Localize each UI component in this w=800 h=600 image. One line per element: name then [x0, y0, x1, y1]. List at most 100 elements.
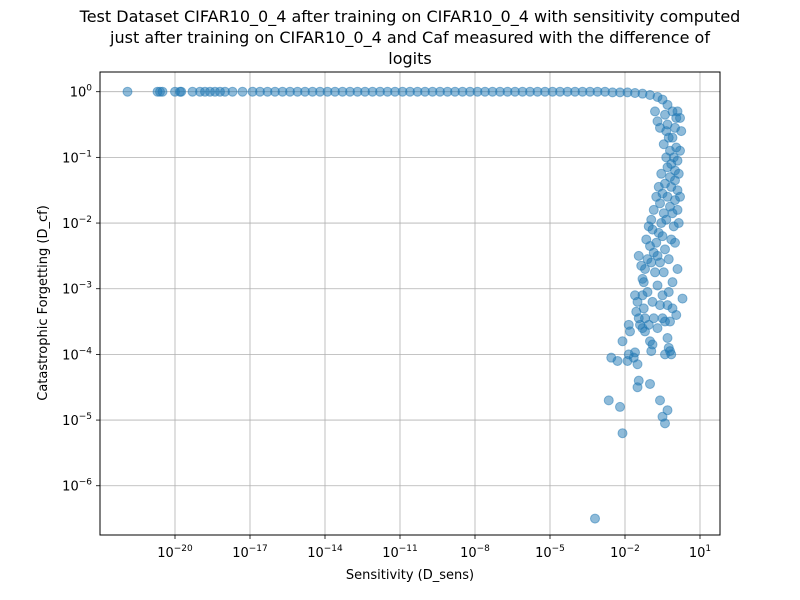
scatter-point	[651, 191, 662, 202]
scatter-point	[122, 86, 133, 97]
y-tick-exponent: −6	[79, 478, 93, 488]
scatter-point	[643, 221, 654, 232]
scatter-point	[652, 323, 663, 334]
y-tick-exponent: −2	[79, 215, 92, 225]
x-tick-base: 10	[157, 546, 174, 561]
plot-frame	[99, 71, 721, 536]
x-tick-label: 101	[689, 544, 711, 561]
x-tick-label: 10−11	[382, 544, 418, 561]
scatter-point	[641, 234, 652, 245]
x-axis-ticks: 10−20 10−17 10−14 10−11 10−8 10−5 10−2 101	[157, 535, 711, 561]
scatter-point	[633, 375, 644, 386]
x-tick-label: 10−20	[157, 544, 193, 561]
x-tick-base: 10	[232, 546, 249, 561]
scatter-point	[663, 254, 674, 265]
y-tick-exponent: −1	[79, 149, 92, 159]
scatter-point	[655, 395, 665, 406]
scatter-point	[617, 428, 628, 439]
x-tick-base: 10	[307, 546, 324, 561]
scatter-point	[640, 326, 650, 337]
scatter-point	[658, 139, 669, 150]
scatter-point	[667, 277, 678, 288]
scatter-point	[673, 168, 684, 179]
x-tick-label: 10−8	[460, 544, 490, 561]
scatter-point	[672, 264, 683, 275]
scatter-point	[661, 152, 672, 163]
scatter-point	[615, 401, 625, 412]
x-tick-base: 10	[689, 546, 706, 561]
scatter-point	[662, 405, 673, 416]
y-tick-exponent: −3	[79, 281, 92, 291]
x-tick-exponent: −8	[477, 544, 491, 554]
scatter-point	[673, 218, 684, 229]
scatter-point	[655, 300, 665, 311]
scatter-point	[652, 280, 663, 291]
y-tick-exponent: −4	[79, 346, 93, 356]
scatter-point	[237, 86, 248, 97]
y-tick-base: 10	[62, 480, 79, 495]
scatter-point	[662, 162, 673, 173]
x-tick-base: 10	[610, 546, 627, 561]
x-tick-label: 10−14	[307, 544, 343, 561]
y-tick-base: 10	[62, 348, 79, 363]
x-tick-exponent: −5	[552, 544, 565, 554]
chart-title-line-3: logits	[388, 49, 431, 68]
x-tick-exponent: −17	[249, 544, 268, 554]
scatter-point	[606, 352, 617, 363]
scatter-point	[660, 316, 670, 327]
scatter-point	[660, 109, 670, 120]
x-tick-base: 10	[460, 546, 477, 561]
x-tick-label: 10−5	[535, 544, 565, 561]
x-tick-base: 10	[382, 546, 399, 561]
y-axis-label: Catastrophic Forgetting (D_cf)	[36, 205, 51, 401]
scatter-point	[645, 378, 655, 389]
scatter-point	[653, 181, 664, 192]
scatter-point	[603, 395, 614, 406]
y-tick-exponent: 0	[86, 84, 92, 94]
scatter-point	[658, 267, 669, 278]
scatter-point	[675, 191, 685, 202]
scatter-point	[648, 313, 659, 324]
scatter-point	[656, 168, 667, 179]
scatter-point	[672, 106, 683, 117]
scatter-point	[647, 339, 658, 350]
scatter-point	[655, 257, 665, 268]
y-tick-base: 10	[62, 414, 79, 429]
scatter-point	[660, 418, 670, 429]
scatter-point	[676, 126, 687, 137]
scatter-point	[663, 287, 674, 298]
scatter-point	[648, 204, 659, 215]
y-tick-base: 10	[62, 217, 79, 232]
scatter-point	[630, 290, 640, 301]
scatter-point	[652, 116, 663, 127]
scatter-point	[666, 349, 677, 360]
scatter-point	[662, 332, 673, 343]
x-tick-exponent: −2	[627, 544, 640, 554]
scatter-point	[650, 267, 660, 278]
scatter-point	[661, 214, 672, 225]
scatter-point	[660, 244, 670, 255]
scatter-point	[622, 355, 633, 366]
x-tick-base: 10	[535, 546, 552, 561]
scatter-point	[650, 106, 660, 117]
x-axis-label: Sensitivity (D_sens)	[346, 568, 474, 583]
scatter-point	[227, 86, 238, 97]
scatter-point	[157, 86, 168, 97]
scatter-point	[176, 86, 187, 97]
scatter-point	[672, 204, 683, 215]
y-tick-base: 10	[62, 151, 79, 166]
chart-title: Test Dataset CIFAR10_0_4 after training …	[79, 7, 741, 68]
scatter-point	[675, 145, 685, 156]
y-tick-label: 10−3	[62, 281, 92, 298]
x-tick-label: 10−2	[610, 544, 640, 561]
x-tick-exponent: −14	[324, 544, 343, 554]
y-tick-base: 10	[70, 86, 87, 101]
y-tick-label: 100	[70, 84, 93, 101]
scatter-point	[677, 293, 688, 304]
scatter-point	[635, 319, 645, 330]
y-tick-label: 10−6	[62, 478, 92, 495]
chart-title-line-2: just after training on CIFAR10_0_4 and C…	[109, 28, 710, 48]
scatter-point	[590, 513, 600, 524]
